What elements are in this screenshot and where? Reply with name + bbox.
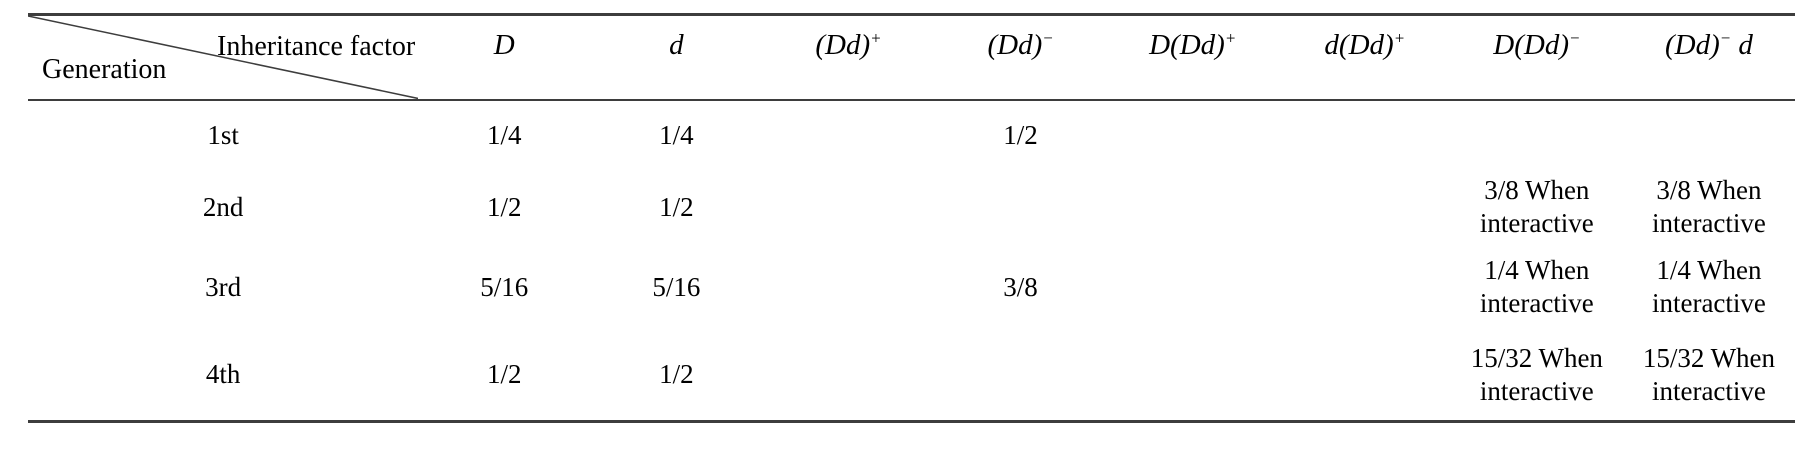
column-header-Dd-minus: (Dd)− bbox=[934, 14, 1107, 101]
table-cell: 15/32 When interactive bbox=[1642, 342, 1776, 406]
table-cell: 3/8 bbox=[1003, 271, 1038, 302]
table-row-1st: 1st 1/4 1/4 1/2 bbox=[28, 100, 1795, 170]
header-base: d(Dd) bbox=[1324, 29, 1394, 61]
table-cell: 1/2 bbox=[659, 191, 694, 222]
corner-bottom-label: Generation bbox=[42, 53, 167, 85]
table-cell bbox=[1623, 100, 1795, 170]
header-row: Inheritance factor Generation D d (Dd)+ … bbox=[28, 14, 1795, 101]
table-cell bbox=[762, 100, 934, 170]
header-superscript: + bbox=[870, 28, 882, 48]
row-label: 3rd bbox=[205, 271, 242, 302]
table-cell bbox=[1107, 330, 1279, 422]
table-row-3rd: 3rd 5/16 5/16 3/8 1/4 When interactive 1… bbox=[28, 245, 1795, 330]
diagonal-divider-line bbox=[28, 16, 419, 99]
header-superscript: − bbox=[1569, 28, 1581, 48]
table-row-4th: 4th 1/2 1/2 15/32 When interactive 15/32… bbox=[28, 330, 1795, 422]
column-header-Dd-plus: (Dd)+ bbox=[762, 14, 935, 101]
column-header-D-Dd-minus: D(Dd)− bbox=[1450, 14, 1623, 101]
header-base: D(Dd) bbox=[1493, 29, 1569, 61]
header-base: d bbox=[669, 29, 684, 61]
column-header-d-Dd-plus: d(Dd)+ bbox=[1278, 14, 1451, 101]
table-cell: 1/2 bbox=[487, 191, 522, 222]
table-cell: 3/8 When interactive bbox=[1651, 175, 1766, 238]
table-cell: 15/32 When interactive bbox=[1470, 342, 1603, 406]
table-cell bbox=[1279, 330, 1451, 422]
table-cell: 1/2 bbox=[1003, 119, 1038, 150]
table-row-2nd: 2nd 1/2 1/2 3/8 When interactive 3/8 Whe… bbox=[28, 170, 1795, 245]
table-cell: 5/16 bbox=[480, 271, 529, 302]
table-cell: 1/2 bbox=[487, 359, 522, 390]
row-label: 4th bbox=[205, 359, 241, 390]
header-suffix: d bbox=[1731, 29, 1753, 61]
table-cell: 1/4 When interactive bbox=[1651, 255, 1766, 318]
corner-header-cell: Inheritance factor Generation bbox=[28, 14, 419, 101]
header-superscript: + bbox=[1224, 28, 1237, 48]
table-cell bbox=[762, 330, 934, 422]
header-base: (Dd) bbox=[987, 29, 1043, 61]
column-header-D-Dd-plus: D(Dd)+ bbox=[1106, 14, 1279, 101]
header-superscript: − bbox=[1719, 28, 1732, 48]
table-cell: 1/4 When interactive bbox=[1479, 255, 1594, 318]
column-header-d: d bbox=[590, 14, 763, 101]
table-cell: 5/16 bbox=[652, 271, 701, 302]
column-header-D: D bbox=[418, 14, 591, 101]
corner-top-label: Inheritance factor bbox=[217, 31, 416, 62]
table-cell: 1/4 bbox=[659, 119, 694, 150]
header-superscript: − bbox=[1042, 28, 1054, 48]
row-label: 2nd bbox=[202, 191, 244, 222]
table-cell bbox=[762, 170, 934, 245]
table-cell bbox=[1107, 245, 1279, 330]
table-cell bbox=[1107, 100, 1279, 170]
table-cell bbox=[1279, 100, 1451, 170]
header-base: D(Dd) bbox=[1149, 29, 1225, 61]
table-cell bbox=[1451, 100, 1623, 170]
table-cell bbox=[935, 330, 1107, 422]
table-cell bbox=[935, 170, 1107, 245]
table-cell: 1/2 bbox=[659, 359, 694, 390]
table-cell bbox=[1279, 170, 1451, 245]
row-label: 1st bbox=[207, 119, 239, 150]
header-base: D bbox=[493, 29, 515, 61]
header-base: (Dd) bbox=[815, 29, 871, 61]
inheritance-factor-table: Inheritance factor Generation D d (Dd)+ … bbox=[28, 13, 1795, 423]
table-cell: 1/4 bbox=[487, 119, 522, 150]
header-superscript: + bbox=[1393, 28, 1406, 48]
header-base: (Dd) bbox=[1665, 29, 1720, 61]
column-header-Dd-minus-d: (Dd)− d bbox=[1622, 14, 1795, 101]
table-cell bbox=[1279, 245, 1451, 330]
table-cell bbox=[1107, 170, 1279, 245]
table-cell bbox=[762, 245, 934, 330]
table-cell: 3/8 When interactive bbox=[1479, 175, 1594, 238]
